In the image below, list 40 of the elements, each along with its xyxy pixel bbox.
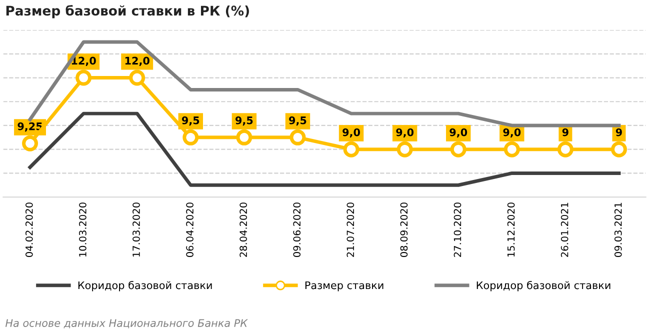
data-label: 9 [562,128,568,136]
data-label: 9,0 [342,128,360,138]
point [236,129,252,146]
x-tick-label: 09.03.2021 [614,202,622,257]
data-label: 12,0 [72,56,96,66]
point [450,141,466,158]
chart-title: Размер базовой ставки в РК (%) [6,5,249,18]
point [557,141,574,158]
legend-label: Коридор базовой ставки [476,280,610,292]
x-tick-label: 28.04.2020 [240,202,248,257]
point [343,141,360,158]
data-label: 9,5 [182,116,200,126]
x-tick-label: 21.07.2020 [346,202,354,257]
point [76,70,92,86]
point [396,141,413,158]
data-label: 9 [616,128,622,136]
x-tick-label: 27.10.2020 [454,202,462,257]
x-tick-label: 04.02.2020 [25,202,33,257]
data-label: 9,0 [396,128,414,138]
point [22,135,38,152]
data-label: 9,0 [450,128,468,138]
point [290,129,306,146]
point [182,129,199,146]
x-tick-label: 26.01.2021 [560,202,568,257]
x-tick-label: 10.03.2020 [79,202,86,257]
x-tick-label: 09.06.2020 [293,202,301,257]
x-tick-label: 06.04.2020 [186,202,194,257]
data-label: 12,0 [125,56,150,66]
point [504,141,520,158]
data-label: 9,0 [503,128,521,138]
x-tick-label: 17.03.2020 [132,202,140,257]
data-label: 9,5 [236,116,253,126]
x-tick-label: 08.09.2020 [400,202,408,257]
x-tick-label: 15.12.2020 [507,202,515,257]
legend-label: Размер ставки [305,281,384,292]
legend-label: Коридор базовой ставки [78,280,212,292]
data-label: 9,5 [289,116,306,126]
text: На основе данных Национального Банка РК [5,319,248,328]
point [611,141,627,158]
point [129,70,146,86]
